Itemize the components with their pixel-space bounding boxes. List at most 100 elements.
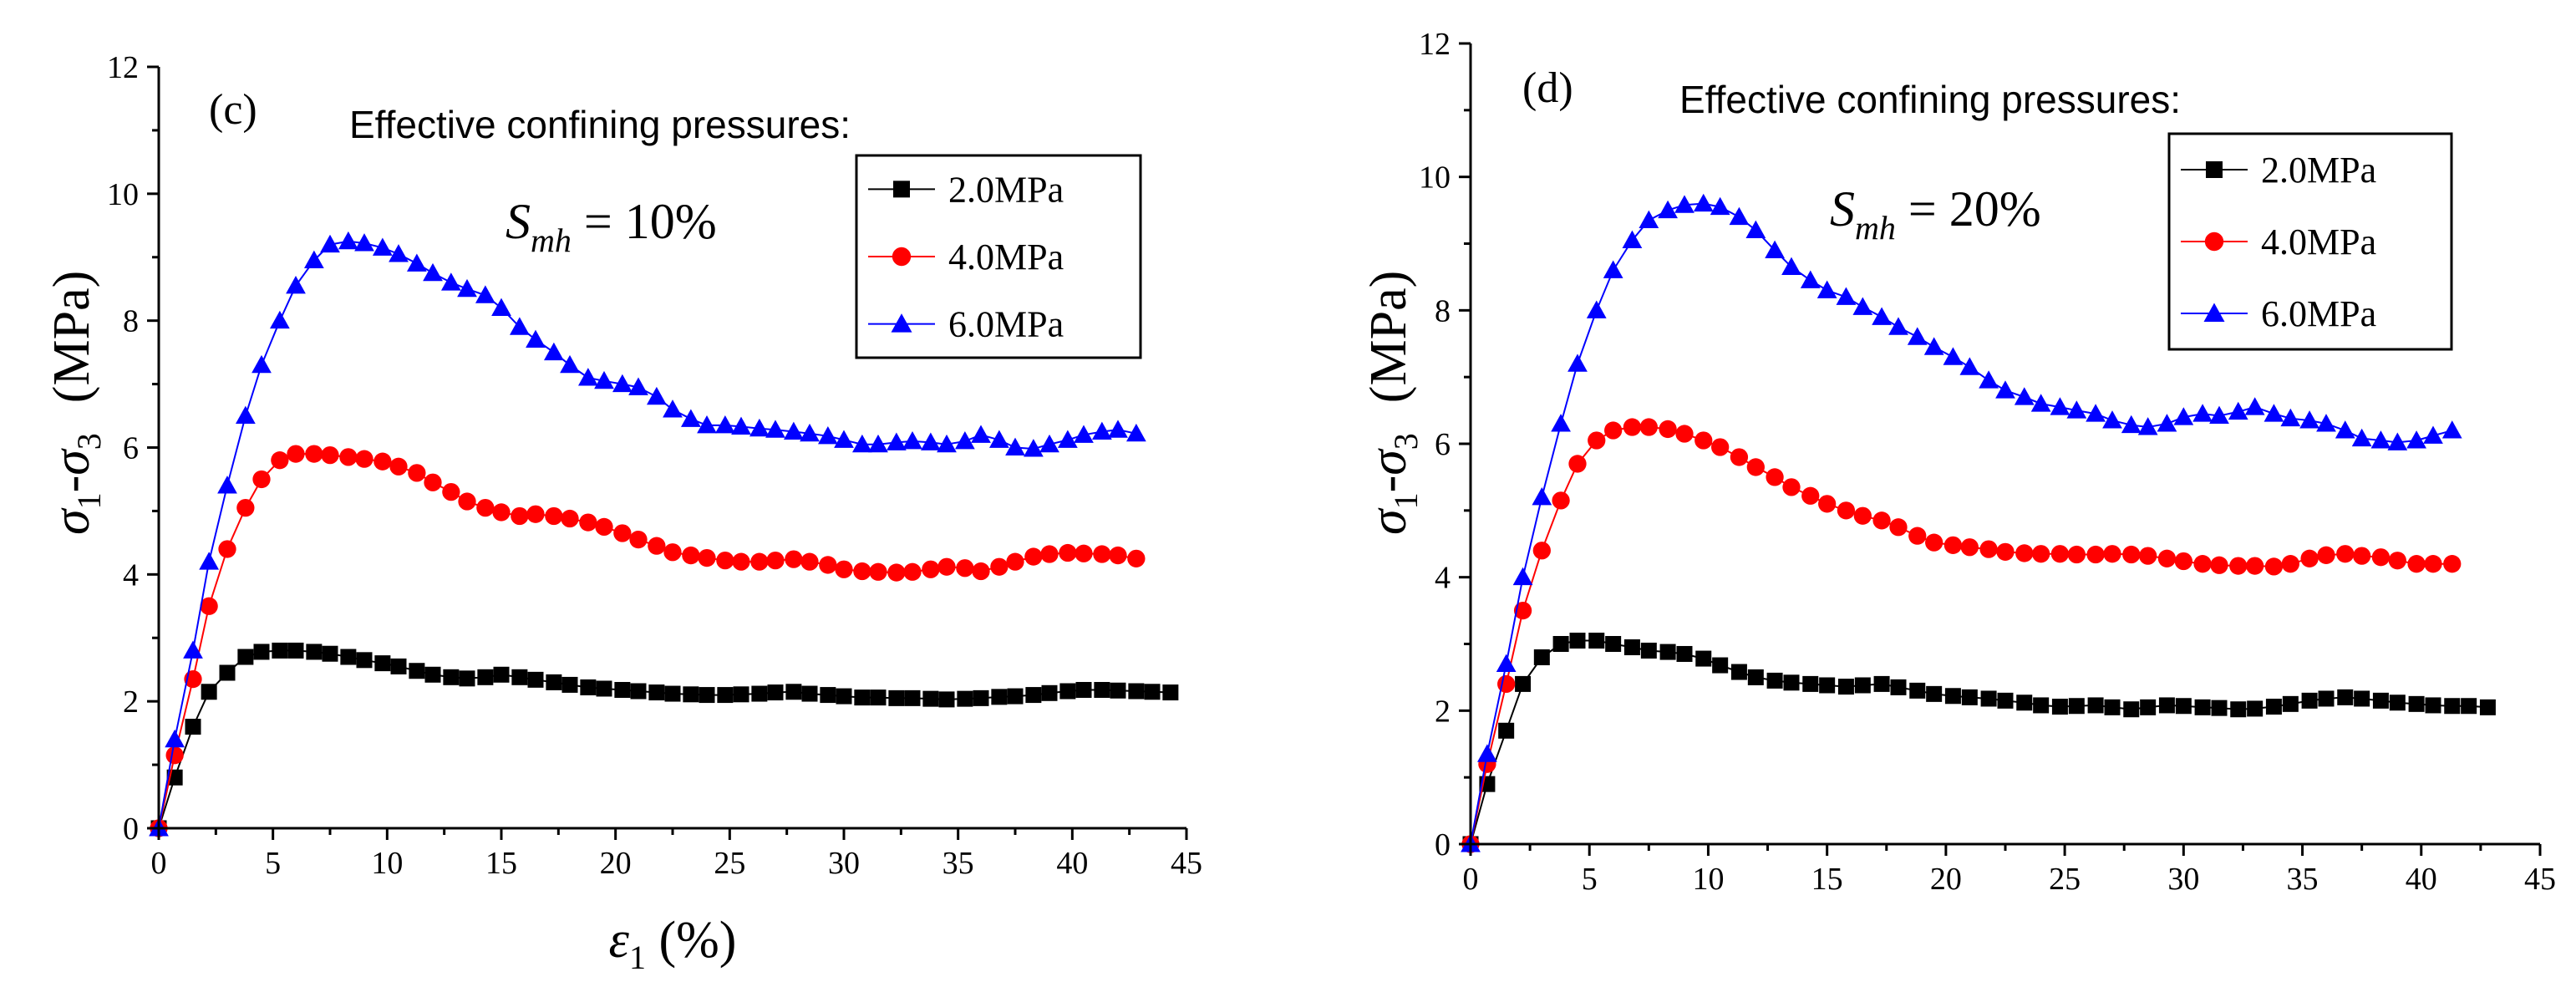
panel-d-data-point [1552, 491, 1570, 510]
panel-c-data-point [1075, 544, 1093, 562]
panel-d-data-point [1567, 354, 1588, 372]
panel-d-annotation-symbol: S [1830, 181, 1855, 237]
panel-c-data-point [698, 548, 716, 567]
panel-d-data-point [1640, 642, 1657, 659]
panel-c-data-point [800, 552, 819, 571]
panel-d-data-point [1532, 542, 1551, 560]
panel-d-data-point [1783, 674, 1800, 691]
panel-d-data-point [2121, 415, 2142, 434]
panel-d-data-point [2050, 545, 2070, 563]
panel-c-data-point [785, 550, 803, 568]
panel-c-data-point [1006, 552, 1024, 571]
panel-c-data-point [594, 370, 614, 389]
panel-c-data-point [235, 405, 256, 425]
panel-c-data-point [783, 421, 804, 440]
panel-c-data-point [526, 329, 546, 348]
panel-d-data-point [2406, 430, 2426, 449]
panel-c-legend-title: Effective confining pressures: [349, 103, 851, 146]
panel-c-data-point [851, 434, 872, 453]
panel-c-data-point [493, 666, 510, 683]
panel-c-data-point [320, 234, 340, 253]
panel-d-annotation: Smh = 20% [1830, 181, 2041, 247]
panel-c-data-point [165, 729, 185, 748]
panel-c-ytick-label: 8 [123, 304, 139, 339]
panel-c-xtick-label: 15 [485, 846, 517, 881]
panel-c-data-point [596, 680, 612, 697]
panel-c-data-point [406, 253, 427, 272]
panel-c-data-point [664, 685, 681, 702]
panel-c-data-point [1075, 682, 1092, 699]
panel-d-data-point [1980, 690, 1997, 707]
panel-c-data-point [1109, 546, 1127, 565]
panel-c-data-point [1005, 437, 1025, 455]
panel-d-data-point [1908, 527, 1927, 545]
panel-d-data-point [1888, 317, 1908, 335]
panel-d-data-point [1837, 501, 1856, 520]
panel-c-data-point [1108, 420, 1128, 438]
panel-d-data-point [1872, 511, 1891, 530]
panel-d-data-point [1745, 220, 1766, 239]
panel-d-data-point [1923, 337, 1944, 355]
panel-d-annotation-rest: = 20% [1896, 181, 2041, 237]
panel-d-data-point [1852, 297, 1873, 315]
panel-c-data-point [613, 524, 632, 542]
panel-d-data-point [1676, 645, 1693, 662]
panel-d-xtick-label: 35 [2287, 862, 2319, 897]
panel-d-xtick-label: 10 [1692, 862, 1724, 897]
panel-c-data-point [732, 552, 750, 571]
panel-c-data-point [971, 425, 991, 443]
panel-c-data-point [956, 559, 974, 577]
panel-c-data-point [546, 674, 562, 690]
panel-c-legend-marker [891, 313, 912, 333]
panel-c-data-point [765, 420, 785, 438]
panel-d-data-point [1588, 633, 1605, 649]
panel-d-data-point [1997, 692, 2014, 709]
panel-c-data-point [991, 689, 1008, 705]
panel-d-data-point [1513, 601, 1532, 620]
panel-d-ytick-label: 10 [1419, 160, 1451, 196]
panel-c-annotation-rest: = 10% [572, 194, 717, 249]
panel-d-data-point [2014, 387, 2035, 405]
panel-d-data-point [1659, 644, 1676, 660]
panel-c-data-point [509, 317, 530, 335]
panel-d-data-point [2102, 410, 2122, 429]
panel-d-data-point [1800, 270, 1821, 288]
panel-d-data-point [1477, 744, 1497, 762]
panel-c-data-point [1057, 430, 1078, 448]
panel-c-data-point [561, 509, 579, 528]
panel-c-data-point [459, 670, 475, 687]
panel-c-data-point [185, 719, 201, 735]
panel-c-ytick-label: 12 [107, 50, 139, 85]
panel-d-data-point [1586, 300, 1607, 318]
panel-c-data-point [630, 683, 647, 700]
panel-d-data-point [2444, 698, 2461, 715]
panel-c-legend-marker [892, 247, 912, 267]
panel-d-ylabel-sigma3: σ [1360, 448, 1417, 476]
panel-c-data-point [269, 310, 290, 329]
panel-c-data-point [561, 676, 578, 693]
panel-d-data-point [2280, 408, 2301, 427]
panel-c-data-point [629, 530, 648, 549]
panel-d-data-point [2122, 545, 2141, 564]
panel-c-data-point [717, 687, 734, 704]
panel-d-data-point [2015, 544, 2034, 562]
panel-c-legend-label: 4.0MPa [948, 237, 1064, 277]
panel-d-data-point [2441, 420, 2462, 439]
panel-d-data-point [1532, 486, 1552, 506]
panel-d-data-point [2264, 404, 2284, 422]
panel-d-data-point [2230, 701, 2247, 718]
panel-c-data-point [922, 560, 940, 578]
panel-c-data-point [217, 476, 237, 494]
panel-c-ylabel-sub1: 1 [70, 492, 108, 509]
panel-d-data-point [1926, 685, 1943, 702]
panel-c-data-point [1128, 683, 1145, 700]
panel-c-xtick-label: 10 [371, 846, 403, 881]
panel-c-data-point [390, 658, 407, 674]
panel-d-data-point [2371, 548, 2391, 567]
panel-c-xlabel-epsilon: ε [609, 912, 630, 969]
panel-d-data-point [2158, 697, 2175, 714]
panel-c-xtick-label: 45 [1171, 846, 1202, 881]
panel-d-data-point [2318, 690, 2335, 707]
panel-c-data-point [1024, 547, 1043, 566]
panel-d-data-point [2087, 697, 2104, 714]
